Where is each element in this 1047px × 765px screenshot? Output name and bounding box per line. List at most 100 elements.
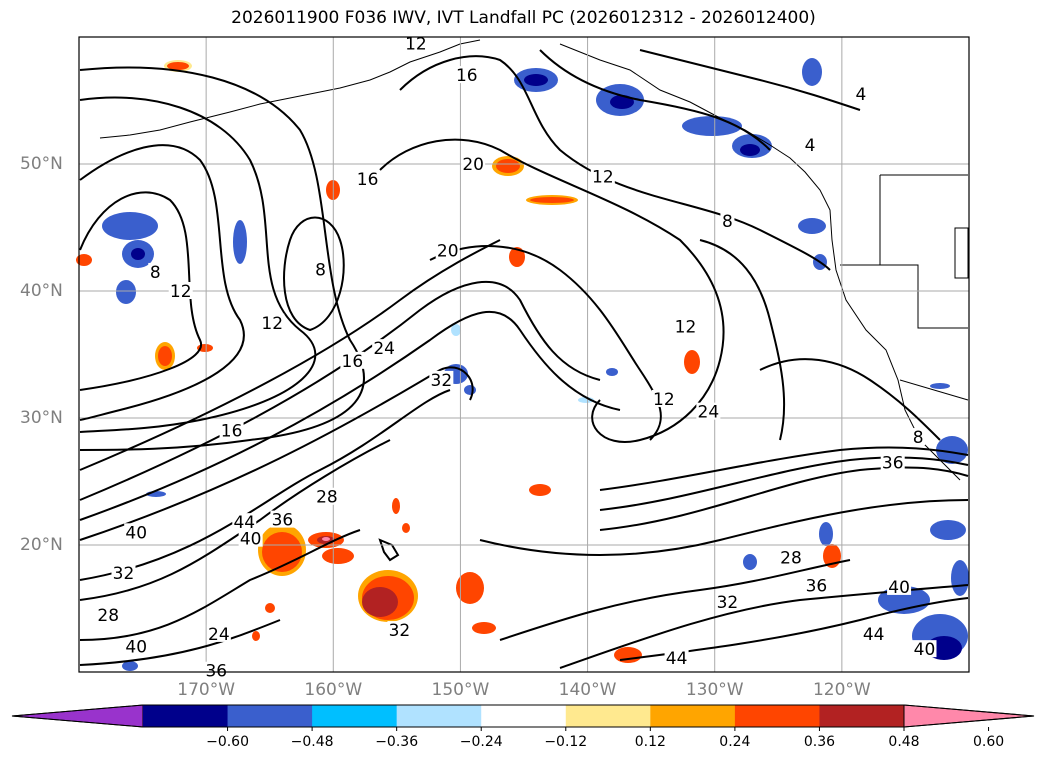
- contour-label-bg: [148, 262, 163, 280]
- iwv-contours: [79, 49, 969, 669]
- contour-label-bg: [429, 370, 454, 388]
- contour-label: 8: [315, 260, 326, 280]
- contour-label-bg: [219, 421, 244, 439]
- contour-label: 28: [97, 606, 119, 626]
- contour-label-bg: [911, 428, 926, 446]
- colorbar: [11, 704, 1035, 731]
- contour-label: 20: [437, 241, 459, 261]
- lat-tick-label: 50°N: [20, 154, 63, 174]
- contour-label-bg: [232, 513, 257, 531]
- contour-label-bg: [803, 135, 818, 153]
- contour-label: 32: [389, 621, 411, 641]
- contour-label-bg: [260, 313, 285, 331]
- map-frame: [78, 36, 970, 673]
- contour-label: 32: [717, 593, 739, 613]
- contour-label: 12: [170, 282, 192, 302]
- colorbar-tick-label: −0.48: [290, 734, 334, 750]
- contour-label: 24: [698, 403, 720, 423]
- colorbar-segment: [650, 705, 736, 727]
- colorbar-segment: [819, 705, 905, 727]
- contour-label: 44: [233, 513, 255, 533]
- colorbar-segment: [227, 705, 313, 727]
- contour-label-bg: [313, 260, 328, 278]
- contour-label: 44: [863, 625, 885, 645]
- contour-label-bg: [696, 402, 721, 420]
- contour-label-bg: [340, 351, 365, 369]
- lon-tick-label: 130°W: [685, 680, 744, 700]
- contour-label-bg: [355, 170, 380, 188]
- colorbar-segment: [734, 705, 820, 727]
- contour-label-bg: [779, 548, 803, 566]
- contour-label-bg: [270, 510, 295, 528]
- contour-label: 40: [240, 530, 262, 550]
- colorbar-segment: [312, 705, 398, 727]
- contour-label: 12: [675, 318, 697, 338]
- colorbar-extend-high: [903, 704, 1035, 728]
- coastlines: [99, 39, 969, 562]
- contour-label: 36: [272, 511, 294, 531]
- contour-label-bg: [124, 637, 149, 655]
- graticule: [79, 37, 969, 672]
- lon-tick-label: 150°W: [431, 680, 490, 700]
- contour-label: 28: [780, 549, 802, 569]
- contour-label-bg: [435, 241, 460, 259]
- contour-label-bg: [664, 649, 689, 667]
- colorbar-tick-label: 0.24: [719, 734, 751, 750]
- contour-label-bg: [238, 529, 263, 547]
- contour-label: 12: [261, 314, 283, 334]
- contour-label-bg: [387, 621, 412, 639]
- contour-label: 16: [221, 422, 243, 442]
- colorbar-tick-label: 0.12: [634, 734, 666, 750]
- contour-label-bg: [673, 317, 698, 335]
- positive-anomaly-blobs: [76, 60, 841, 663]
- contour-label: 12: [405, 34, 427, 54]
- contour-label-bg: [912, 640, 937, 658]
- contour-label-bg: [720, 212, 735, 230]
- contour-label: 40: [914, 640, 936, 660]
- colorbar-frame: [11, 704, 1035, 728]
- colorbar-segment: [396, 705, 482, 727]
- contour-label: 24: [373, 339, 395, 359]
- contour-label: 4: [805, 136, 816, 156]
- contour-label: 20: [462, 155, 484, 175]
- contour-label: 32: [113, 564, 135, 584]
- contour-label: 40: [125, 523, 147, 543]
- contour-label-bg: [861, 624, 886, 642]
- contour-label-bg: [204, 661, 229, 679]
- colorbar-segment: [481, 705, 567, 727]
- colorbar-tick-label: −0.24: [459, 734, 503, 750]
- contour-label: 4: [856, 85, 867, 105]
- negative-anomaly-blobs: [102, 58, 969, 671]
- contour-label-bg: [372, 339, 397, 357]
- contour-label-bg: [590, 167, 615, 185]
- contour-label: 16: [456, 66, 478, 86]
- contour-label: 36: [882, 453, 904, 473]
- lat-tick-label: 30°N: [20, 408, 63, 428]
- contour-label: 40: [125, 638, 147, 658]
- contour-label-bg: [168, 282, 193, 299]
- contour-label-bg: [96, 605, 121, 623]
- contour-label: 16: [342, 352, 364, 372]
- colorbar-segment: [565, 705, 651, 727]
- contour-label-bg: [124, 523, 149, 541]
- map-title: 2026011900 F036 IWV, IVT Landfall PC (20…: [231, 8, 816, 28]
- colorbar-tick-label: −0.36: [375, 734, 419, 750]
- contour-label-bg: [651, 389, 676, 407]
- contour-label-bg: [804, 576, 829, 594]
- colorbar-tick-label: 0.60: [972, 734, 1005, 750]
- contour-label-bg: [887, 577, 912, 595]
- contour-label-bg: [880, 453, 905, 471]
- lat-tick-label: 40°N: [20, 281, 63, 301]
- contour-label: 16: [357, 170, 379, 190]
- lon-tick-label: 120°W: [812, 680, 871, 700]
- contour-label: 36: [806, 577, 828, 597]
- contour-label-bg: [206, 624, 231, 642]
- colorbar-tick-label: −0.12: [544, 734, 588, 750]
- contour-label: 28: [316, 488, 338, 508]
- lat-tick-label: 20°N: [20, 535, 63, 555]
- colorbar-tick-label: 0.36: [803, 734, 836, 750]
- contour-label-bg: [853, 85, 868, 103]
- contour-label-bg: [314, 487, 339, 505]
- contour-label: 8: [913, 428, 924, 448]
